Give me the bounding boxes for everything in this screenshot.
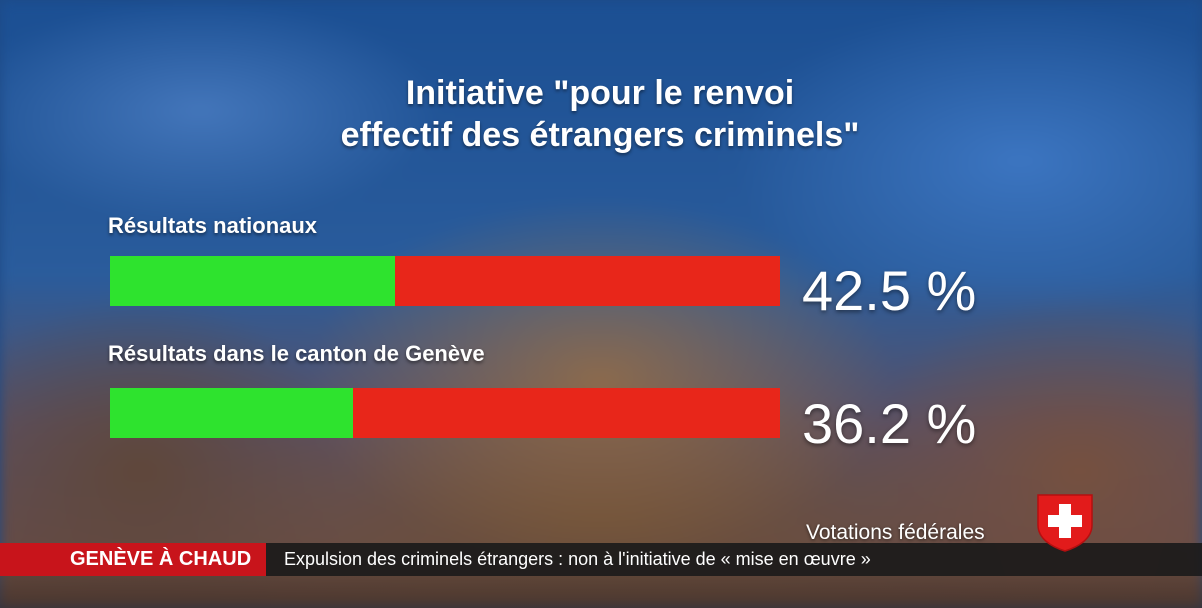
national-no-segment (394, 256, 780, 306)
swiss-cross-shield-icon (1037, 494, 1093, 552)
national-yes-segment (110, 256, 395, 306)
geneva-yes-segment (110, 388, 353, 438)
geneva-results-label: Résultats dans le canton de Genève (108, 341, 485, 366)
ticker-tag: GENÈVE À CHAUD (0, 543, 266, 576)
headline: Initiative "pour le renvoi effectif des … (240, 72, 960, 156)
geneva-percent: 36.2 % (802, 392, 977, 455)
national-percent: 42.5 % (802, 259, 977, 322)
geneva-no-segment (352, 388, 780, 438)
national-results-label: Résultats nationaux (108, 213, 318, 238)
geneva-results-bar (110, 388, 780, 438)
headline-line-1: Initiative "pour le renvoi (405, 74, 795, 112)
votations-label: Votations fédérales (806, 521, 985, 544)
ticker-headline: Expulsion des criminels étrangers : non … (284, 549, 871, 569)
headline-line-2: effectif des étrangers criminels" (340, 116, 860, 154)
news-ticker: GENÈVE À CHAUD Expulsion des criminels é… (0, 543, 1202, 576)
bottom-strip (0, 576, 1202, 608)
national-results-bar (110, 256, 780, 306)
